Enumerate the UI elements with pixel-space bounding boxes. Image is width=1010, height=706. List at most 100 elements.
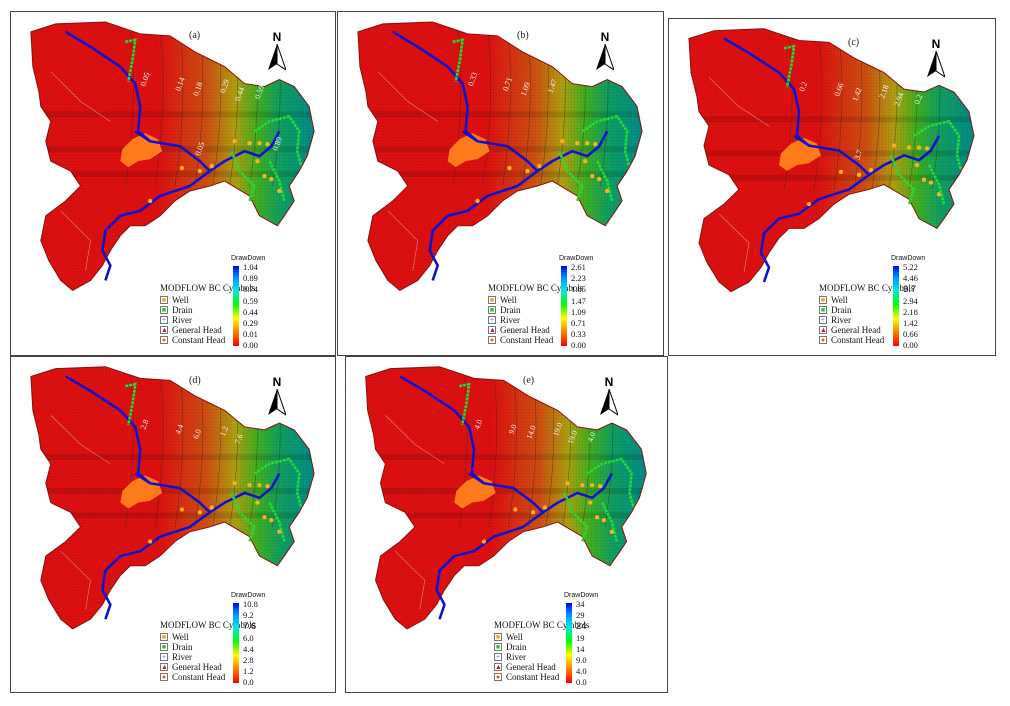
colorbar-tick: 7.6 — [243, 621, 257, 633]
symbol-label: Well — [172, 632, 189, 642]
well-marker — [542, 505, 548, 510]
colorbar-tick: 3.7 — [903, 284, 917, 296]
colorbar-tick: 0.29 — [243, 318, 258, 328]
drain-line — [927, 164, 946, 205]
contour-label: 6.0 — [191, 428, 203, 440]
symbol-label: River — [172, 652, 192, 662]
symbols-legend-title: MODFLOW BC Cymbols — [494, 620, 590, 630]
north-arrow: N — [264, 375, 290, 417]
symbol-swatch: ■ — [819, 296, 827, 304]
drain-line — [596, 160, 614, 202]
symbol-item: + River — [160, 315, 255, 325]
symbol-label: Well — [506, 632, 523, 642]
colorbar-tick: 34 — [576, 599, 585, 609]
colorbar-tick: 10.8 — [243, 599, 258, 609]
colorbar-tick: 0.33 — [571, 329, 586, 340]
colorbar-tick: 0.01 — [243, 329, 258, 340]
river-line — [793, 134, 810, 147]
well-marker — [247, 141, 252, 146]
symbol-swatch: + — [819, 316, 827, 324]
symbol-item: ● Constant Head — [488, 335, 583, 345]
colorbar-tick: 1.85 — [571, 284, 586, 295]
symbol-item: ▲ General Head — [494, 662, 589, 672]
well-marker — [588, 500, 593, 505]
drawdown-colorbar: DrawDown 1.04 0.89 0.74 0.59 0.44 0.29 0.01 0.00 — [231, 255, 291, 353]
symbol-item: + River — [160, 652, 255, 662]
well-marker — [891, 143, 897, 148]
contour-label: 0.89 — [271, 136, 284, 152]
symbol-label: General Head — [506, 662, 556, 672]
drain-line — [558, 150, 584, 202]
well-marker — [257, 483, 262, 488]
well-marker — [277, 529, 282, 534]
north-arrow: N — [592, 30, 618, 72]
contour-label: 2.94 — [892, 91, 905, 107]
contour-label: 2.18 — [877, 84, 890, 100]
river-line — [64, 375, 281, 514]
symbol-label: River — [172, 315, 192, 325]
symbol-swatch: ■ — [494, 633, 502, 641]
well-marker — [597, 176, 602, 182]
symbol-label: River — [506, 652, 526, 662]
panel-label: (c) — [848, 37, 860, 48]
drain-line — [125, 38, 137, 82]
well-marker — [590, 173, 595, 179]
symbol-item: ■ Drain — [494, 642, 589, 652]
drain-line — [452, 38, 465, 82]
symbol-swatch: ■ — [160, 306, 168, 314]
well-marker — [609, 529, 615, 534]
colorbar-tick: 9.2 — [243, 610, 254, 621]
drain-line — [563, 492, 589, 542]
well-marker — [255, 500, 260, 505]
river-line — [64, 30, 281, 173]
river-line — [134, 130, 151, 143]
symbol-label: General Head — [172, 325, 222, 335]
contour-label: 0.18 — [191, 81, 204, 97]
colorbar-tick: 2.94 — [903, 295, 918, 306]
symbol-swatch: ● — [160, 673, 168, 681]
contour-label: 1.42 — [850, 87, 863, 103]
symbol-swatch: + — [494, 653, 502, 661]
symbol-label: Constant Head — [172, 672, 226, 682]
symbol-swatch: ■ — [160, 296, 168, 304]
colorbar-tick: 0.0 — [243, 677, 254, 688]
river-line — [392, 30, 609, 173]
river-line — [461, 130, 479, 143]
symbol-label: Constant Head — [500, 335, 554, 345]
symbol-label: River — [500, 315, 520, 325]
colorbar-tick: 5.22 — [903, 262, 918, 272]
well-marker — [593, 142, 598, 147]
well-marker — [597, 484, 603, 489]
symbol-item: ● Constant Head — [160, 672, 255, 682]
contour-label: 0.05 — [139, 71, 152, 87]
contour-label: 3.7 — [852, 149, 864, 161]
colorbar-tick: 0.00 — [243, 340, 258, 351]
colorbar-title: DrawDown — [231, 592, 266, 599]
well-marker — [868, 167, 874, 173]
well-marker — [232, 481, 237, 486]
contour-label: 4.0 — [586, 431, 598, 443]
well-marker — [806, 201, 812, 207]
well-marker — [507, 165, 512, 171]
north-arrow-icon — [268, 389, 286, 416]
symbols-legend-title: MODFLOW BC Cymbols — [819, 283, 915, 293]
contour-label: 14.0 — [524, 424, 537, 440]
symbol-swatch: + — [160, 653, 168, 661]
map-panel-a: 0.05 0.14 0.18 0.29 0.44 0.59 0.05 0.89 (a) N MODF… — [10, 11, 336, 356]
symbol-label: General Head — [172, 662, 222, 672]
river-line — [399, 375, 613, 514]
colorbar-gradient — [561, 266, 567, 346]
colorbar-tick: 1.04 — [243, 262, 258, 272]
drawdown-colorbar: DrawDown 10.8 9.2 7.6 6.0 4.4 2.8 1.2 0.0 — [231, 592, 291, 690]
drain-line — [458, 382, 471, 426]
well-marker — [179, 507, 185, 512]
symbol-label: Drain — [172, 305, 193, 315]
symbol-item: ● Constant Head — [819, 335, 914, 345]
symbol-item: ▲ General Head — [160, 325, 255, 335]
symbol-item: ■ Drain — [488, 305, 583, 315]
symbol-item: ■ Drain — [819, 305, 914, 315]
symbol-swatch: ▲ — [488, 326, 496, 334]
colorbar-title: DrawDown — [231, 255, 266, 262]
well-marker — [928, 180, 934, 185]
contour-label: 19.0 — [551, 421, 564, 437]
